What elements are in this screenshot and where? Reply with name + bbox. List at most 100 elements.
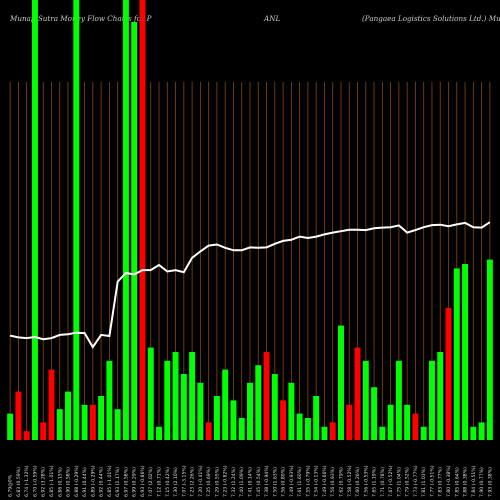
volume-bar	[156, 426, 162, 440]
x-tick-label: 7.56 (0.80%)	[281, 467, 287, 497]
chart-title-ticker: ANL	[264, 14, 281, 23]
x-tick-label: 6.88 (-0.29%)	[74, 465, 80, 497]
x-tick-label: 7.75 (1.04%)	[396, 467, 402, 497]
volume-bar	[395, 360, 402, 440]
volume-bar	[453, 268, 460, 440]
x-tick-label: 6.92 (3.28%)	[41, 467, 47, 497]
volume-bar	[387, 404, 394, 440]
x-tick-label: 7.07 (2.02%)	[148, 467, 154, 497]
volume-bar	[313, 396, 320, 440]
x-tick-label: 6.97 (0.58%)	[123, 467, 129, 497]
x-tick-label: 7.84 (-0.51%)	[471, 465, 477, 497]
volume-bar	[172, 352, 179, 440]
x-tick-label: 6.91 (0.44%)	[82, 467, 88, 497]
volume-bar	[31, 0, 38, 440]
volume-bar	[23, 431, 30, 440]
x-tick-label: 7.56 (0.93%)	[330, 467, 336, 497]
x-tick-label: 7.50 (1.63%)	[272, 467, 278, 497]
x-tick-label: 7.56 (-0.53%)	[363, 465, 369, 497]
x-tick-label: 7.20 (-0.41%)	[198, 465, 204, 497]
volume-bar	[288, 382, 295, 440]
x-tick-label: 7.25 (0.69%)	[206, 467, 212, 497]
x-tick-label: 7.55 (-0.79%)	[305, 465, 311, 497]
x-tick-label: 6.74 (-1.32%)	[24, 465, 30, 497]
volume-bar	[48, 369, 55, 440]
volume-bar	[205, 422, 212, 440]
x-tick-label: 6.85 (-1.01%)	[107, 465, 113, 497]
volume-bar	[379, 426, 386, 440]
chart-title-left: MunafaSutra Money Flow Charts for P	[10, 14, 152, 23]
volume-bar	[271, 374, 278, 440]
volume-bar	[40, 422, 47, 440]
volume-bar	[404, 404, 411, 440]
volume-bar	[73, 0, 80, 440]
volume-bar	[15, 391, 22, 440]
volume-bar	[164, 360, 171, 440]
x-tick-label: 7.12 (0.71%)	[157, 467, 163, 497]
x-tick-label: 7.32 (1.24%)	[231, 467, 237, 497]
volume-bar	[338, 325, 344, 440]
x-tick-label: 7.23 (-0.82%)	[223, 465, 229, 497]
volume-bar	[362, 360, 369, 440]
x-tick-label: 7.29 (0.55%)	[214, 467, 220, 497]
x-tick-label: 7.45 (0.54%)	[256, 467, 262, 497]
volume-bar	[139, 0, 146, 440]
x-tick-label: 7.54 (-0.13%)	[314, 465, 320, 497]
volume-bar	[437, 352, 444, 440]
volume-bar	[296, 413, 303, 440]
x-tick-label: 7.62 (0.79%)	[338, 467, 344, 497]
volume-bar	[445, 308, 452, 440]
volume-bar	[428, 360, 435, 440]
x-tick-label: 7.80 (-0.38%)	[446, 465, 452, 497]
volume-bar	[263, 352, 270, 440]
volume-bar	[122, 0, 129, 440]
volume-bar	[238, 418, 245, 440]
x-tick-label: 7.93 (0.38%)	[487, 467, 493, 497]
mfi-line	[9, 221, 491, 349]
volume-bar	[304, 418, 311, 440]
x-tick-label: 7.79 (0.52%)	[405, 467, 411, 497]
x-tick-label: 7.77 (-0.51%)	[429, 465, 435, 497]
volume-bar	[81, 404, 88, 440]
volume-bar	[412, 413, 419, 440]
volume-bar	[420, 426, 427, 440]
volume-bar	[106, 360, 113, 440]
x-tick-label: 6.85 (-1.01%)	[49, 465, 55, 497]
x-tick-label: 6.70 (-0.59%)	[32, 465, 38, 497]
x-tick-label: 7.61 (1.60%)	[297, 467, 303, 497]
volume-bar	[56, 409, 63, 440]
volume-bar	[470, 426, 477, 440]
x-tick-label: 7.88 (0.38%)	[463, 467, 469, 497]
x-tick-label: 7.49 (-0.93%)	[289, 465, 295, 497]
x-tick-label: 6.89 (-0.29%)	[90, 465, 96, 497]
x-tick-label: 6.90 (0.58%)	[66, 467, 72, 497]
x-tick-label: 7.49 (-0.66%)	[322, 465, 328, 497]
volume-bar	[114, 409, 121, 440]
volume-bar	[230, 400, 237, 440]
volume-bar	[65, 391, 72, 440]
x-tick-label: 7.90 (0.77%)	[479, 467, 485, 497]
x-tick-labels: 6.79@0% 6.83 (0.59%) 6.74 (-1.32%) 6.70 (-0…	[8, 465, 494, 497]
x-tick-label: 7.38 (-0.94%)	[264, 465, 270, 497]
volume-bar	[247, 382, 253, 440]
x-tick-label: 7.71 (0.78%)	[380, 467, 386, 497]
x-tick-label: 7.15 (0.42%)	[165, 467, 171, 497]
volume-bar	[478, 422, 485, 440]
volume-bar	[98, 396, 105, 440]
volume-bar	[255, 365, 262, 440]
volume-bar	[197, 382, 204, 440]
volume-bar	[346, 404, 353, 440]
x-tick-label: 7.23 (2.26%)	[190, 467, 196, 497]
volume-bar	[147, 347, 154, 440]
x-tick-label: 7.83 (0.77%)	[438, 467, 444, 497]
volume-bar	[371, 387, 378, 440]
x-tick-label: 7.60 (0.26%)	[355, 467, 361, 497]
x-tick-label: 6.86 (0.15%)	[57, 467, 63, 497]
volume-bars	[7, 0, 493, 440]
x-tick-label: 6.83 (0.59%)	[16, 467, 22, 497]
volume-bar	[486, 259, 493, 440]
x-tick-label: 6.93 (1.17%)	[115, 467, 121, 497]
x-tick-label: 7.30 (2.10%)	[173, 467, 179, 497]
